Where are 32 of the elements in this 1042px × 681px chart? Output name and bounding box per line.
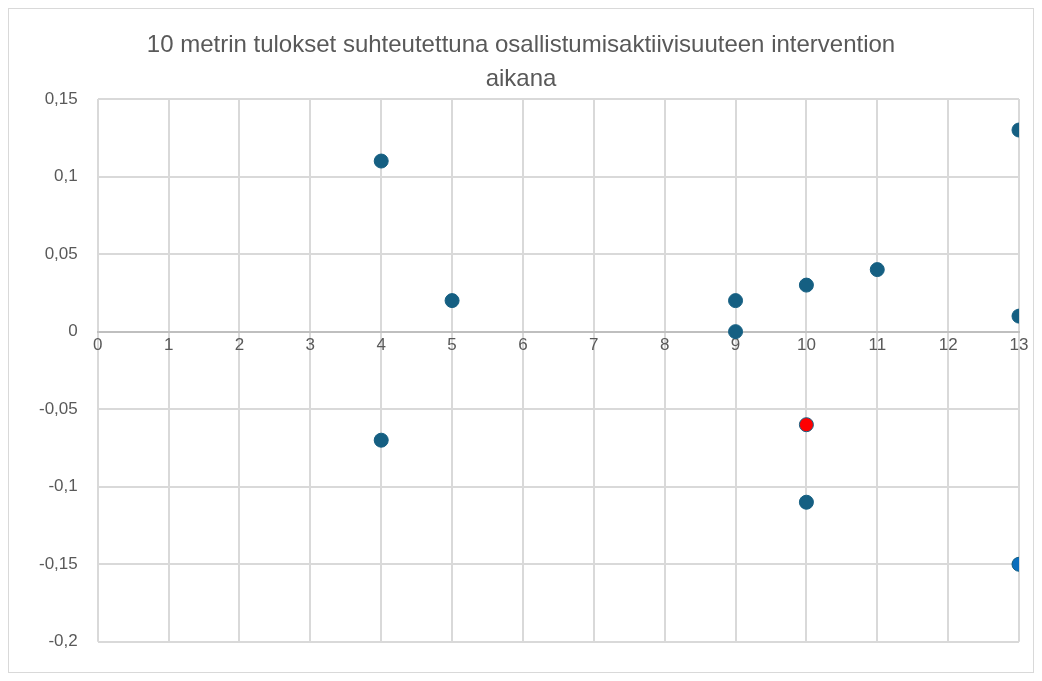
point	[728, 324, 744, 340]
y-tick-label: 0,05	[44, 243, 78, 263]
point	[373, 153, 389, 169]
point	[869, 262, 885, 278]
y-tick-label: 0	[68, 321, 78, 341]
x-tick-label: 9	[730, 334, 741, 354]
y-tick-label: 0,15	[44, 88, 78, 108]
point	[373, 432, 389, 448]
x-tick-label: 5	[447, 334, 457, 354]
x-tick-label: 1	[163, 334, 174, 354]
y-tick-label: 0,1	[54, 166, 78, 186]
x-tick-label: 13	[1009, 334, 1029, 354]
point	[798, 417, 814, 433]
x-tick-label: 6	[518, 334, 528, 354]
x-tick-label: 2	[234, 334, 245, 354]
point	[798, 277, 814, 293]
point	[444, 293, 460, 309]
point	[798, 494, 814, 510]
x-tick-label: 3	[305, 334, 316, 354]
x-tick-label: 4	[376, 334, 386, 354]
x-tick-label: 8	[659, 334, 670, 354]
x-tick-label: 10	[796, 334, 816, 354]
x-tick-label: 7	[589, 334, 599, 354]
y-tick-label: -0,2	[48, 631, 78, 651]
y-tick-label: -0,15	[39, 553, 78, 573]
y-tick-label: -0,1	[48, 476, 78, 496]
x-tick-label: 12	[938, 334, 958, 354]
x-tick-label: 11	[868, 334, 887, 354]
x-tick-label: 0	[93, 334, 103, 354]
chart-title: 10 metrin tulokset suhteutettuna osallistumisaktiivisuuteen intervention aikana	[145, 29, 897, 93]
y-tick-label: -0,05	[39, 398, 78, 418]
point	[728, 293, 744, 309]
